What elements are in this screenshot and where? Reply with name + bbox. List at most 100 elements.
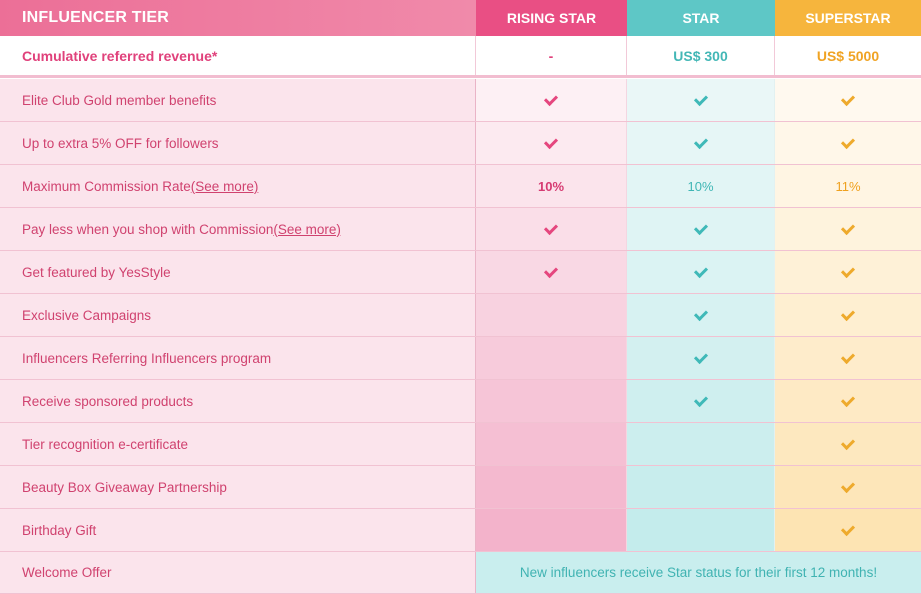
cell-star	[627, 423, 775, 465]
cell-superstar	[775, 380, 921, 422]
check-icon	[544, 267, 558, 277]
benefit-row: Birthday Gift	[0, 509, 921, 552]
check-icon	[694, 224, 708, 234]
cell-superstar	[775, 122, 921, 164]
benefit-label-text: Maximum Commission Rate	[22, 178, 191, 194]
cell-star	[627, 337, 775, 379]
commission-rate: 10%	[537, 178, 565, 194]
check-icon	[841, 353, 855, 363]
check-icon	[841, 482, 855, 492]
check-icon	[841, 224, 855, 234]
benefit-row: Maximum Commission Rate (See more) 10% 10%…	[0, 165, 921, 208]
revenue-row: Cumulative referred revenue* - US$ 300 U…	[0, 36, 921, 78]
check-icon	[694, 267, 708, 277]
revenue-label: Cumulative referred revenue*	[0, 36, 476, 75]
benefit-label-text: Elite Club Gold member benefits	[22, 92, 217, 108]
cell-rising-star: 10%	[476, 165, 627, 207]
check-icon	[694, 310, 708, 320]
cell-rising-star	[476, 122, 627, 164]
benefit-label-text: Birthday Gift	[22, 522, 97, 538]
benefit-label: Tier recognition e-certificate	[0, 423, 476, 465]
check-icon	[694, 353, 708, 363]
check-icon	[544, 224, 558, 234]
benefit-row: Tier recognition e-certificate	[0, 423, 921, 466]
cell-rising-star	[476, 208, 627, 250]
cell-star	[627, 122, 775, 164]
cell-rising-star	[476, 294, 627, 336]
benefit-label: Birthday Gift	[0, 509, 476, 551]
cell-star	[627, 79, 775, 121]
cell-rising-star	[476, 79, 627, 121]
benefit-label-text: Influencers Referring Influencers progra…	[22, 350, 272, 366]
header-influencer-tier: INFLUENCER TIER	[0, 0, 476, 36]
cell-rising-star	[476, 423, 627, 465]
benefit-label: Get featured by YesStyle	[0, 251, 476, 293]
benefit-label: Maximum Commission Rate (See more)	[0, 165, 476, 207]
benefit-label: Up to extra 5% OFF for followers	[0, 122, 476, 164]
cell-superstar	[775, 466, 921, 508]
check-icon	[841, 95, 855, 105]
cell-rising-star	[476, 509, 627, 551]
commission-rate: 10%	[687, 178, 714, 194]
benefit-row: Receive sponsored products	[0, 380, 921, 423]
cell-star	[627, 509, 775, 551]
see-more-link[interactable]: (See more)	[190, 178, 259, 194]
benefit-label-text: Receive sponsored products	[22, 393, 194, 409]
benefit-label: Elite Club Gold member benefits	[0, 79, 476, 121]
header-star: STAR	[627, 0, 775, 36]
benefit-row: Pay less when you shop with Commission (…	[0, 208, 921, 251]
check-icon	[841, 138, 855, 148]
cell-rising-star	[476, 337, 627, 379]
cell-superstar	[775, 423, 921, 465]
cell-superstar	[775, 337, 921, 379]
cell-superstar	[775, 509, 921, 551]
cell-superstar	[775, 294, 921, 336]
welcome-offer-row: Welcome Offer New influencers receive St…	[0, 552, 921, 594]
cell-star	[627, 251, 775, 293]
check-icon	[841, 396, 855, 406]
see-more-link[interactable]: (See more)	[273, 221, 341, 237]
check-icon	[841, 310, 855, 320]
commission-rate: 11%	[835, 178, 861, 194]
cell-star: 10%	[627, 165, 775, 207]
benefit-label-text: Pay less when you shop with Commission	[22, 221, 274, 237]
cell-rising-star	[476, 466, 627, 508]
cell-star	[627, 380, 775, 422]
benefit-label-text: Up to extra 5% OFF for followers	[22, 135, 219, 151]
benefit-label-text: Beauty Box Giveaway Partnership	[22, 479, 227, 495]
benefit-row: Exclusive Campaigns	[0, 294, 921, 337]
check-icon	[544, 138, 558, 148]
header-superstar: SUPERSTAR	[775, 0, 921, 36]
benefit-label: Beauty Box Giveaway Partnership	[0, 466, 476, 508]
check-icon	[544, 95, 558, 105]
cell-superstar	[775, 251, 921, 293]
benefit-row: Get featured by YesStyle	[0, 251, 921, 294]
benefit-row: Beauty Box Giveaway Partnership	[0, 466, 921, 509]
table-header: INFLUENCER TIER RISING STAR STAR SUPERST…	[0, 0, 921, 36]
cell-rising-star	[476, 251, 627, 293]
cell-star	[627, 208, 775, 250]
cell-superstar	[775, 208, 921, 250]
revenue-superstar: US$ 5000	[816, 47, 880, 64]
revenue-star: US$ 300	[627, 36, 775, 75]
cell-superstar: 11%	[775, 165, 921, 207]
check-icon	[694, 396, 708, 406]
benefit-label-text: Exclusive Campaigns	[22, 307, 152, 323]
benefit-label: Receive sponsored products	[0, 380, 476, 422]
benefit-label: Exclusive Campaigns	[0, 294, 476, 336]
benefit-row: Influencers Referring Influencers progra…	[0, 337, 921, 380]
cell-superstar	[775, 79, 921, 121]
cell-star	[627, 466, 775, 508]
benefit-row: Elite Club Gold member benefits	[0, 79, 921, 122]
benefit-label: Pay less when you shop with Commission (…	[0, 208, 476, 250]
check-icon	[694, 138, 708, 148]
check-icon	[841, 525, 855, 535]
benefit-label: Influencers Referring Influencers progra…	[0, 337, 476, 379]
cell-star	[627, 294, 775, 336]
welcome-offer-label: Welcome Offer	[0, 552, 476, 593]
benefit-label-text: Tier recognition e-certificate	[22, 436, 189, 452]
welcome-offer-note: New influencers receive Star status for …	[476, 552, 921, 593]
check-icon	[841, 439, 855, 449]
check-icon	[841, 267, 855, 277]
